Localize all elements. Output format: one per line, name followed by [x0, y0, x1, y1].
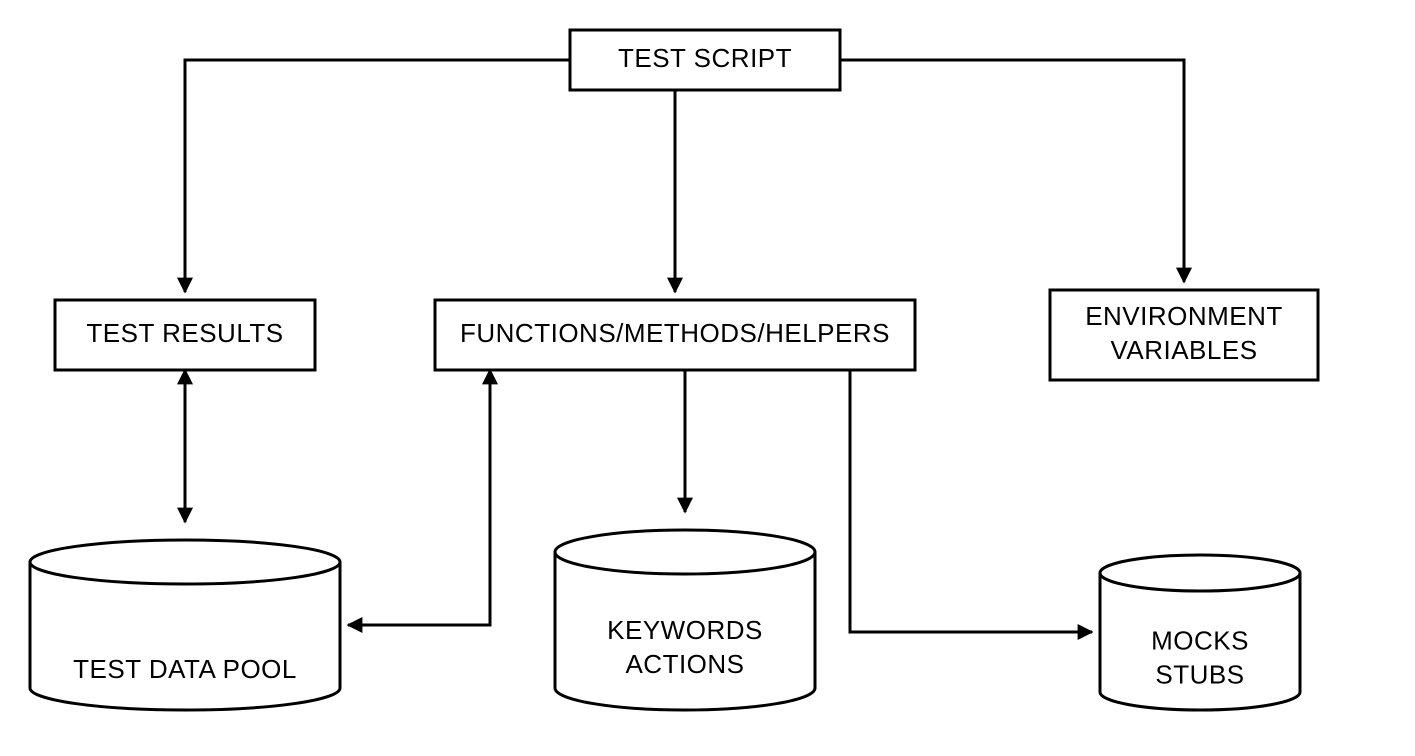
node-env-vars-label: ENVIRONMENT — [1085, 301, 1283, 331]
node-test-results-label: TEST RESULTS — [86, 318, 283, 348]
node-mocks: MOCKS STUBS — [1100, 555, 1300, 710]
edge-functions-to-mocks — [850, 370, 1092, 632]
node-keywords-label: ACTIONS — [625, 649, 744, 679]
node-env-vars-label: VARIABLES — [1110, 335, 1257, 365]
node-keywords: KEYWORDS ACTIONS — [555, 530, 815, 710]
edge-test-script-to-test-results — [185, 60, 570, 292]
node-keywords-label: KEYWORDS — [607, 615, 763, 645]
node-test-script-label: TEST SCRIPT — [618, 43, 792, 73]
node-env-vars: ENVIRONMENT VARIABLES — [1050, 290, 1318, 380]
node-functions-label: FUNCTIONS/METHODS/HELPERS — [460, 318, 890, 348]
node-test-data-pool-label: TEST DATA POOL — [73, 654, 297, 684]
node-functions: FUNCTIONS/METHODS/HELPERS — [435, 300, 915, 370]
node-test-results: TEST RESULTS — [55, 300, 315, 370]
edge-test-script-to-env-vars — [840, 60, 1184, 282]
node-mocks-label: MOCKS — [1151, 625, 1249, 655]
node-test-script: TEST SCRIPT — [570, 30, 840, 90]
flowchart-canvas: TEST SCRIPT TEST RESULTS FUNCTIONS/METHODS… — [0, 0, 1415, 756]
node-mocks-label: STUBS — [1155, 659, 1244, 689]
node-test-data-pool: TEST DATA POOL — [30, 540, 340, 710]
edge-functions-to-test-data-pool — [348, 370, 490, 625]
